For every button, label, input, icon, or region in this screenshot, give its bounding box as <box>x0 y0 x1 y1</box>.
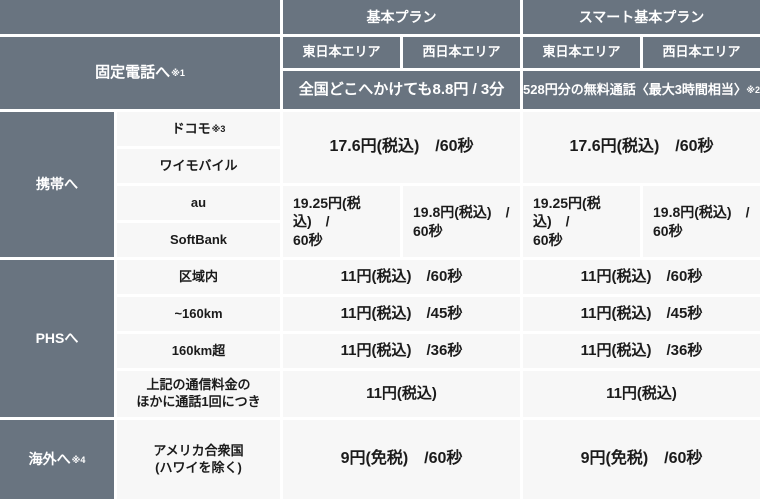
mobile-row-header: 携帯へ <box>0 112 114 257</box>
corner-cell <box>0 0 280 34</box>
carrier-softbank: SoftBank <box>117 223 280 257</box>
phs-price-local-smart: 11円(税込) /60秒 <box>523 260 760 294</box>
area-header-smart-west: 西日本エリア <box>643 37 760 68</box>
carrier-docomo-label: ドコモ <box>171 120 211 136</box>
landline-row-header: 固定電話へ ※1 <box>0 37 280 109</box>
phs-price-under160km-basic: 11円(税込) /45秒 <box>283 297 520 331</box>
price-au-softbank-basic-west: 19.8円(税込) / 60秒 <box>403 186 520 257</box>
plan-header-smart: スマート基本プラン <box>523 0 760 34</box>
overseas-price-smart: 9円(免税) /60秒 <box>523 420 760 499</box>
landline-smart-note: 528円分の無料通話〈最大3時間相当〉 ※2 <box>523 71 760 109</box>
phs-label-under160km: ~160km <box>117 297 280 331</box>
phs-price-per-call-smart: 11円(税込) <box>523 371 760 417</box>
price-docomo-ymobile-smart: 17.6円(税込) /60秒 <box>523 112 760 183</box>
phs-price-under160km-smart: 11円(税込) /45秒 <box>523 297 760 331</box>
price-au-softbank-smart-east: 19.25円(税込) / 60秒 <box>523 186 640 257</box>
carrier-au: au <box>117 186 280 220</box>
price-au-softbank-basic-east: 19.25円(税込) / 60秒 <box>283 186 400 257</box>
landline-smart-note-text: 528円分の無料通話〈最大3時間相当〉 <box>523 81 747 97</box>
carrier-docomo: ドコモ ※3 <box>117 112 280 146</box>
landline-label: 固定電話へ <box>95 64 171 82</box>
phs-label-local: 区域内 <box>117 260 280 294</box>
phs-price-over160km-smart: 11円(税込) /36秒 <box>523 334 760 368</box>
phs-price-local-basic: 11円(税込) /60秒 <box>283 260 520 294</box>
phs-row-header: PHSへ <box>0 260 114 417</box>
overseas-row-header: 海外へ ※4 <box>0 420 114 499</box>
plan-header-basic: 基本プラン <box>283 0 520 34</box>
area-header-basic-east: 東日本エリア <box>283 37 400 68</box>
overseas-label: 海外へ <box>28 451 71 468</box>
overseas-price-basic: 9円(免税) /60秒 <box>283 420 520 499</box>
landline-basic-note: 全国どこへかけても8.8円 / 3分 <box>283 71 520 109</box>
phs-price-over160km-basic: 11円(税込) /36秒 <box>283 334 520 368</box>
phs-label-per-call: 上記の通信料金の ほかに通話1回につき <box>117 371 280 417</box>
phs-label-over160km: 160km超 <box>117 334 280 368</box>
carrier-ymobile: ワイモバイル <box>117 149 280 183</box>
overseas-destination: アメリカ合衆国 (ハワイを除く) <box>117 420 280 499</box>
phs-price-per-call-basic: 11円(税込) <box>283 371 520 417</box>
price-docomo-ymobile-basic: 17.6円(税込) /60秒 <box>283 112 520 183</box>
area-header-smart-east: 東日本エリア <box>523 37 640 68</box>
area-header-basic-west: 西日本エリア <box>403 37 520 68</box>
price-au-softbank-smart-west: 19.8円(税込) / 60秒 <box>643 186 760 257</box>
